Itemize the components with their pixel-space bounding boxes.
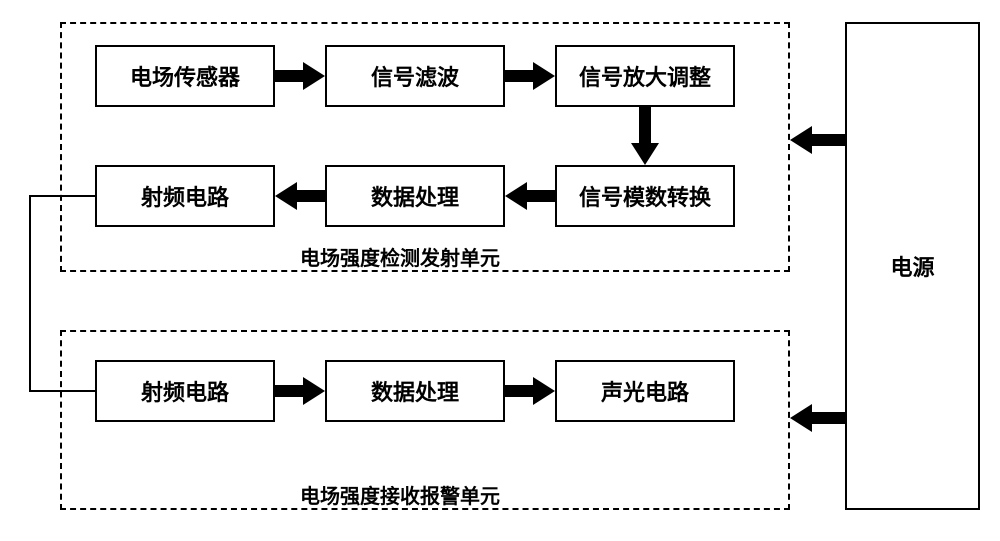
box-rf2: 射频电路 — [95, 360, 275, 422]
diagram-canvas: 电场强度检测发射单元 电场强度接收报警单元 电场传感器 信号滤波 信号放大调整 … — [0, 0, 1000, 541]
box-adc: 信号模数转换 — [555, 165, 735, 227]
box-sensor: 电场传感器 — [95, 45, 275, 107]
box-power: 电源 — [845, 22, 980, 510]
box-proc1: 数据处理 — [325, 165, 505, 227]
group-rx-alarm-label: 电场强度接收报警单元 — [300, 480, 500, 509]
group-detection-tx-label: 电场强度检测发射单元 — [300, 242, 500, 271]
box-rf1: 射频电路 — [95, 165, 275, 227]
box-filter: 信号滤波 — [325, 45, 505, 107]
box-proc2: 数据处理 — [325, 360, 505, 422]
box-alarm: 声光电路 — [555, 360, 735, 422]
box-amplify: 信号放大调整 — [555, 45, 735, 107]
